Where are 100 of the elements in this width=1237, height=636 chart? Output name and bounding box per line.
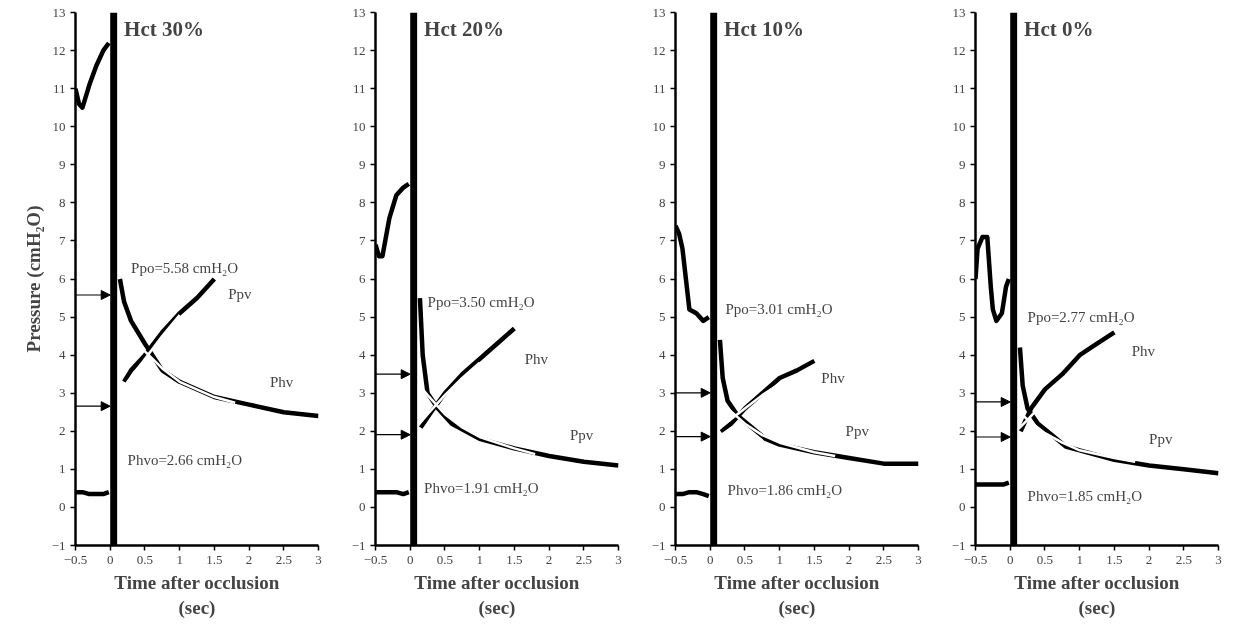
- x-tick-label: 1: [476, 551, 483, 567]
- x-axis-title: Time after occlusion (sec): [414, 571, 580, 619]
- y-tick-label: 11: [952, 80, 966, 96]
- y-tick-label: 0: [959, 499, 966, 515]
- y-tick-label: 1: [359, 461, 366, 477]
- x-tick-label: 1.5: [1106, 551, 1123, 567]
- y-tick-label: 5: [359, 309, 366, 325]
- y-tick-label: 0: [359, 499, 366, 515]
- x-tick-label: 1.5: [506, 551, 523, 567]
- y-tick-label: 13: [652, 4, 666, 20]
- y-tick-label: 8: [659, 194, 666, 210]
- x-tick-label: 1: [1076, 551, 1083, 567]
- annotation: Ppo=3.01 cmH₂O: [725, 301, 833, 318]
- x-axis-title: Time after occlusion (sec): [1014, 571, 1180, 619]
- y-tick-label: −1: [651, 537, 666, 553]
- y-tick-label: 4: [959, 347, 966, 363]
- x-tick-label: 3: [315, 551, 322, 567]
- y-tick-label: 9: [359, 156, 366, 172]
- x-tick-label: 1: [776, 551, 783, 567]
- y-tick-label: 6: [59, 271, 66, 286]
- annotation: Ppv: [569, 427, 594, 444]
- y-tick-label: 6: [959, 271, 966, 286]
- y-axis-title: Pressure (cmH₂O): [22, 205, 45, 353]
- y-tick-label: 13: [352, 4, 366, 20]
- annotation: Phv: [524, 350, 549, 367]
- x-tick-label: 0.5: [736, 551, 754, 567]
- x-tick-label: 1.5: [806, 551, 823, 567]
- y-tick-label: 7: [659, 232, 666, 248]
- x-tick-label: 2.5: [875, 551, 892, 567]
- y-tick-label: −1: [351, 537, 366, 553]
- y-tick-label: 1: [959, 461, 966, 477]
- y-tick-label: 11: [652, 80, 666, 96]
- x-tick-label: −0.5: [63, 551, 88, 567]
- x-tick-label: 3: [615, 551, 622, 567]
- x-tick-label: 2: [1145, 551, 1153, 567]
- x-tick-label: 0: [1006, 551, 1014, 567]
- x-tick-label: 0.5: [1036, 551, 1054, 567]
- y-tick-label: 5: [59, 309, 66, 325]
- annotation: Ppo=5.58 cmH₂O: [131, 259, 239, 276]
- y-tick-label: −1: [951, 537, 966, 553]
- y-tick-label: 7: [359, 232, 366, 248]
- y-tick-label: 10: [352, 118, 366, 134]
- chart-title: Hct 30%: [124, 16, 205, 41]
- annotation: Phv: [269, 373, 294, 390]
- y-tick-label: 7: [959, 232, 966, 248]
- y-tick-label: 13: [52, 4, 66, 20]
- annotation: Phvo=1.91 cmH₂O: [424, 480, 539, 497]
- x-tick-label: 2: [545, 551, 553, 567]
- annotation: Phvo=2.66 cmH₂O: [127, 451, 243, 468]
- x-tick-label: −0.5: [663, 551, 688, 567]
- x-tick-label: 3: [915, 551, 922, 567]
- y-tick-label: 1: [59, 461, 66, 477]
- x-tick-label: 0.5: [436, 551, 454, 567]
- annotation: Phvo=1.86 cmH₂O: [727, 482, 843, 499]
- y-tick-label: 13: [952, 4, 966, 20]
- annotation: Phvo=1.85 cmH₂O: [1027, 488, 1143, 505]
- y-tick-label: 2: [959, 423, 966, 439]
- annotation: Phv: [821, 369, 846, 386]
- y-tick-label: 2: [359, 423, 366, 439]
- y-tick-label: 3: [59, 385, 66, 401]
- x-tick-label: 0: [406, 551, 414, 567]
- x-axis-title: Time after occlusion (sec): [114, 571, 280, 619]
- y-tick-label: 5: [959, 309, 966, 325]
- x-tick-label: 2.5: [275, 551, 292, 567]
- y-tick-label: 8: [59, 194, 66, 210]
- chart-title: Hct 20%: [424, 16, 505, 41]
- annotation: Ppv: [1149, 430, 1173, 447]
- x-tick-label: 2: [845, 551, 853, 567]
- y-tick-label: 10: [952, 118, 966, 134]
- x-tick-label: 0: [106, 551, 114, 567]
- x-tick-label: 3: [1215, 551, 1222, 567]
- x-axis-title: Time after occlusion (sec): [714, 571, 880, 619]
- y-tick-label: 0: [659, 499, 666, 515]
- y-tick-label: 9: [959, 156, 966, 172]
- y-tick-label: 2: [59, 423, 66, 439]
- x-tick-label: −0.5: [363, 551, 388, 567]
- x-tick-label: 1.5: [206, 551, 223, 567]
- y-tick-label: 12: [52, 42, 66, 58]
- x-tick-label: −0.5: [963, 551, 988, 567]
- y-tick-label: 6: [659, 271, 666, 286]
- y-tick-label: 4: [359, 347, 366, 363]
- x-tick-label: 2.5: [1175, 551, 1192, 567]
- y-tick-label: 12: [652, 42, 666, 58]
- y-tick-label: 10: [52, 118, 66, 134]
- y-tick-label: −1: [51, 537, 66, 553]
- y-tick-label: 11: [52, 80, 66, 96]
- y-tick-label: 10: [652, 118, 666, 134]
- x-tick-label: 2: [245, 551, 253, 567]
- y-tick-label: 11: [352, 80, 366, 96]
- y-tick-label: 8: [959, 194, 966, 210]
- x-tick-label: 0: [706, 551, 714, 567]
- y-tick-label: 7: [59, 232, 66, 248]
- y-tick-label: 3: [359, 385, 366, 401]
- y-tick-label: 3: [659, 385, 666, 401]
- y-tick-label: 6: [359, 271, 366, 286]
- annotation: Ppv: [845, 423, 870, 440]
- y-tick-label: 8: [359, 194, 366, 210]
- y-tick-label: 1: [659, 461, 666, 477]
- annotation: Ppv: [228, 286, 253, 303]
- chart-title: Hct 0%: [1024, 16, 1094, 41]
